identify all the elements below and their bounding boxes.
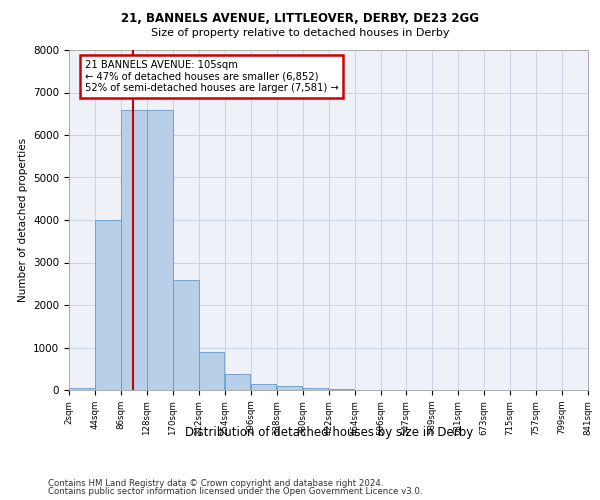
Bar <box>225 374 250 390</box>
Bar <box>277 386 302 390</box>
Bar <box>303 388 328 390</box>
Text: 21 BANNELS AVENUE: 105sqm
← 47% of detached houses are smaller (6,852)
52% of se: 21 BANNELS AVENUE: 105sqm ← 47% of detac… <box>85 60 338 94</box>
Bar <box>121 110 146 390</box>
Text: Contains HM Land Registry data © Crown copyright and database right 2024.: Contains HM Land Registry data © Crown c… <box>48 478 383 488</box>
Bar <box>95 220 121 390</box>
Bar <box>148 110 173 390</box>
Bar <box>251 384 277 390</box>
Text: 21, BANNELS AVENUE, LITTLEOVER, DERBY, DE23 2GG: 21, BANNELS AVENUE, LITTLEOVER, DERBY, D… <box>121 12 479 26</box>
Bar <box>173 280 199 390</box>
Y-axis label: Number of detached properties: Number of detached properties <box>17 138 28 302</box>
Bar <box>70 388 95 390</box>
Text: Size of property relative to detached houses in Derby: Size of property relative to detached ho… <box>151 28 449 38</box>
Text: Distribution of detached houses by size in Derby: Distribution of detached houses by size … <box>185 426 473 439</box>
Bar <box>199 352 224 390</box>
Bar <box>329 389 355 390</box>
Text: Contains public sector information licensed under the Open Government Licence v3: Contains public sector information licen… <box>48 487 422 496</box>
